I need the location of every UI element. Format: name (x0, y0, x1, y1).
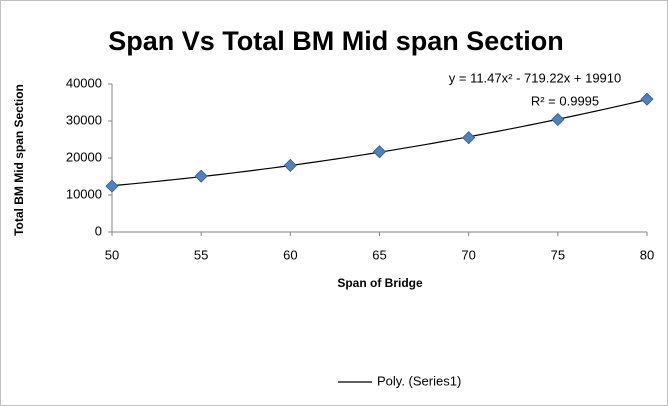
y-axis-label: Total BM Mid span Section (12, 84, 26, 236)
marker (194, 169, 208, 183)
legend-label: Poly. (Series1) (377, 373, 461, 388)
trendline-equation: y = 11.47x² - 719.22x + 19910 (449, 70, 622, 85)
marker (462, 131, 476, 145)
marker (640, 92, 654, 106)
x-tick-label: 55 (194, 247, 208, 262)
y-tick-label: 40000 (66, 75, 102, 90)
marker (372, 145, 387, 159)
x-tick-label: 75 (551, 247, 565, 262)
x-tick-label: 70 (461, 247, 475, 262)
marker (283, 158, 297, 172)
x-tick-label: 50 (105, 247, 119, 262)
x-tick-label: 80 (640, 247, 654, 262)
y-tick-label: 30000 (66, 112, 102, 127)
x-tick-label: 60 (283, 247, 297, 262)
marker (105, 179, 119, 193)
x-tick-label: 65 (372, 247, 386, 262)
x-axis-label: Span of Bridge (337, 276, 423, 290)
r-squared: R² = 0.9995 (531, 93, 599, 108)
y-tick-label: 10000 (66, 186, 102, 201)
y-tick-label: 0 (95, 223, 102, 238)
chart-title: Span Vs Total BM Mid span Section (108, 26, 564, 56)
y-tick-label: 20000 (66, 149, 102, 164)
marker (551, 112, 565, 127)
